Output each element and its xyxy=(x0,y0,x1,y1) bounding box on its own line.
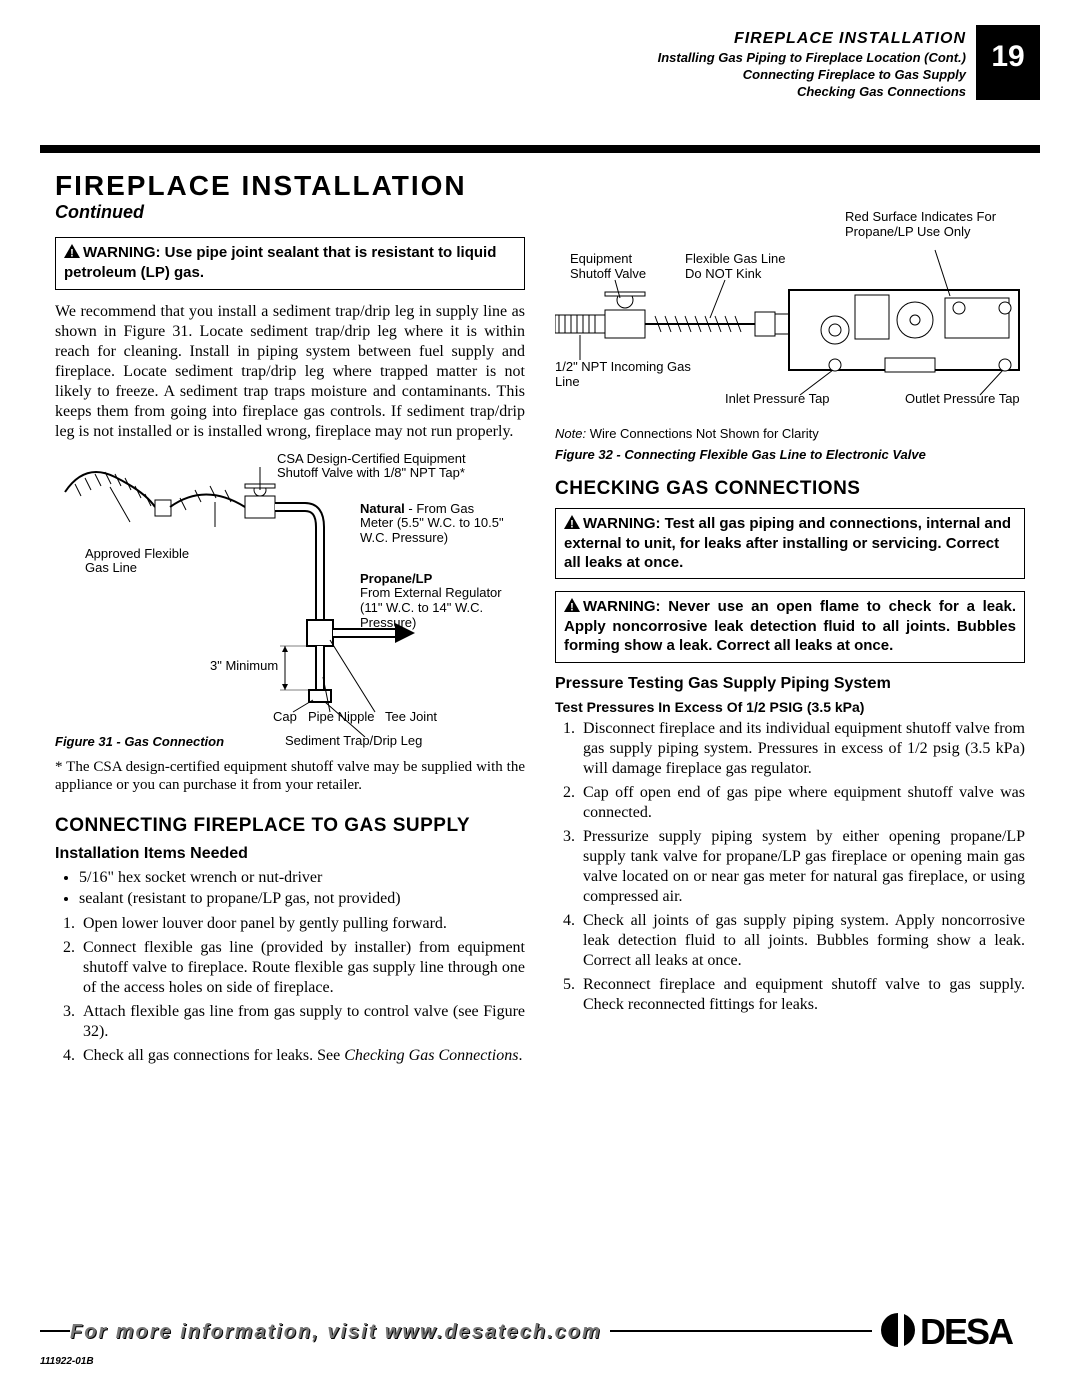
desa-logo: DESA xyxy=(872,1310,1040,1355)
list-item: Disconnect fireplace and its individual … xyxy=(579,719,1025,779)
fig31-label-tee: Tee Joint xyxy=(385,710,437,725)
warning-icon: ! xyxy=(564,598,580,618)
svg-text:!: ! xyxy=(570,519,574,530)
header-line-1: FIREPLACE INSTALLATION xyxy=(658,29,966,50)
fig31-label-flex: Approved Flexible Gas Line xyxy=(85,547,215,577)
warning-box-sealant: ! WARNING: Use pipe joint sealant that i… xyxy=(55,237,525,290)
list-item: Attach flexible gas line from gas supply… xyxy=(79,1002,525,1042)
warning-icon: ! xyxy=(564,515,580,535)
fig32-label-shutoff: Equipment Shutoff Valve xyxy=(570,252,650,282)
fig31-label-propane: Propane/LPFrom External Regulator (11" W… xyxy=(360,572,510,632)
figure-32: Equipment Shutoff Valve Flexible Gas Lin… xyxy=(555,220,1025,420)
fig31-label-cap: Cap xyxy=(273,710,297,725)
list-item: Connect flexible gas line (provided by i… xyxy=(79,938,525,998)
fig31-label-natural: Natural - From Gas Meter (5.5" W.C. to 1… xyxy=(360,502,510,547)
content-area: FIREPLACE INSTALLATION Continued ! WARNI… xyxy=(55,170,1025,1070)
warning-icon: ! xyxy=(64,244,80,264)
sediment-trap-paragraph: We recommend that you install a sediment… xyxy=(55,302,525,442)
header-line-3: Connecting Fireplace to Gas Supply xyxy=(658,67,966,84)
list-item: Pressurize supply piping system by eithe… xyxy=(579,827,1025,907)
warning-open-flame-text: WARNING: Never use an open flame to chec… xyxy=(564,598,1016,654)
warning-box-test-leaks: ! WARNING: Test all gas piping and conne… xyxy=(555,508,1025,579)
warning-box-open-flame: ! WARNING: Never use an open flame to ch… xyxy=(555,591,1025,662)
header-line-2: Installing Gas Piping to Fireplace Locat… xyxy=(658,50,966,67)
document-id: 111922-01B xyxy=(40,1356,1040,1367)
header-line-4: Checking Gas Connections xyxy=(658,84,966,101)
continued-label: Continued xyxy=(55,202,525,223)
list-item: Open lower louver door panel by gently p… xyxy=(79,914,525,934)
fig31-label-3min: 3" Minimum xyxy=(210,659,278,674)
fig31-natural-bold: Natural xyxy=(360,501,405,516)
fig31-propane-bold: Propane/LP xyxy=(360,571,432,586)
page-header: FIREPLACE INSTALLATION Installing Gas Pi… xyxy=(658,25,1040,100)
page-footer: For more information, visit www.desatech… xyxy=(40,1312,1040,1367)
section-checking-heading: CHECKING GAS CONNECTIONS xyxy=(555,478,1025,500)
warning-sealant-text: WARNING: Use pipe joint sealant that is … xyxy=(64,244,496,281)
fig31-label-pipe: Pipe Nipple xyxy=(308,710,375,725)
sub-pressure-heading: Pressure Testing Gas Supply Piping Syste… xyxy=(555,675,1025,693)
footer-bar: For more information, visit www.desatech… xyxy=(40,1312,1040,1352)
header-breadcrumbs: FIREPLACE INSTALLATION Installing Gas Pi… xyxy=(658,25,976,100)
fig31-label-sediment: Sediment Trap/Drip Leg xyxy=(285,734,422,749)
svg-text:!: ! xyxy=(570,602,574,613)
section-connecting-heading: CONNECTING FIREPLACE TO GAS SUPPLY xyxy=(55,815,525,837)
list-item: Check all gas connections for leaks. See… xyxy=(79,1046,525,1066)
list-item: Cap off open end of gas pipe where equip… xyxy=(579,783,1025,823)
fig32-label-red: Red Surface Indicates For Propane/LP Use… xyxy=(845,210,1035,240)
list-item: sealant (resistant to propane/LP gas, no… xyxy=(79,890,525,908)
fig32-label-flex: Flexible Gas Line Do NOT Kink xyxy=(685,252,805,282)
installation-steps: Open lower louver door panel by gently p… xyxy=(79,914,525,1066)
svg-text:!: ! xyxy=(70,248,74,259)
fig31-label-csa: CSA Design-Certified Equipment Shutoff V… xyxy=(277,452,477,482)
page-number: 19 xyxy=(976,25,1040,100)
header-rule xyxy=(40,145,1040,153)
list-item: Reconnect fireplace and equipment shutof… xyxy=(579,975,1025,1015)
fig32-caption: Figure 32 - Connecting Flexible Gas Line… xyxy=(555,447,1025,462)
fig32-label-npt: 1/2" NPT Incoming Gas Line xyxy=(555,360,695,390)
csa-footnote: * The CSA design-certified equipment shu… xyxy=(55,758,525,796)
svg-text:DESA: DESA xyxy=(920,1311,1014,1350)
warning-test-leaks-text: WARNING: Test all gas piping and connect… xyxy=(564,515,1011,571)
step4-text: Check all gas connections for leaks. See xyxy=(83,1047,344,1064)
sub-items-heading: Installation Items Needed xyxy=(55,845,525,863)
figure-31: CSA Design-Certified Equipment Shutoff V… xyxy=(55,452,525,752)
list-item: 5/16" hex socket wrench or nut-driver xyxy=(79,869,525,887)
installation-items-list: 5/16" hex socket wrench or nut-driver se… xyxy=(79,869,525,908)
fig31-propane-rest: From External Regulator (11" W.C. to 14"… xyxy=(360,585,502,630)
left-column: FIREPLACE INSTALLATION Continued ! WARNI… xyxy=(55,170,525,1070)
fig32-label-outlet: Outlet Pressure Tap xyxy=(905,392,1020,407)
fig31-caption: Figure 31 - Gas Connection xyxy=(55,734,224,749)
fig32-label-inlet: Inlet Pressure Tap xyxy=(725,392,830,407)
subsub-excess-heading: Test Pressures In Excess Of 1/2 PSIG (3.… xyxy=(555,699,1025,715)
footer-info-text: For more information, visit www.desatech… xyxy=(70,1321,610,1344)
pressure-test-steps: Disconnect fireplace and its individual … xyxy=(579,719,1025,1015)
right-column: Equipment Shutoff Valve Flexible Gas Lin… xyxy=(555,170,1025,1070)
step4-italic: Checking Gas Connections xyxy=(344,1047,518,1064)
page-title: FIREPLACE INSTALLATION xyxy=(55,170,525,202)
fig32-note: Note: Wire Connections Not Shown for Cla… xyxy=(555,426,1025,441)
list-item: Check all joints of gas supply piping sy… xyxy=(579,911,1025,971)
